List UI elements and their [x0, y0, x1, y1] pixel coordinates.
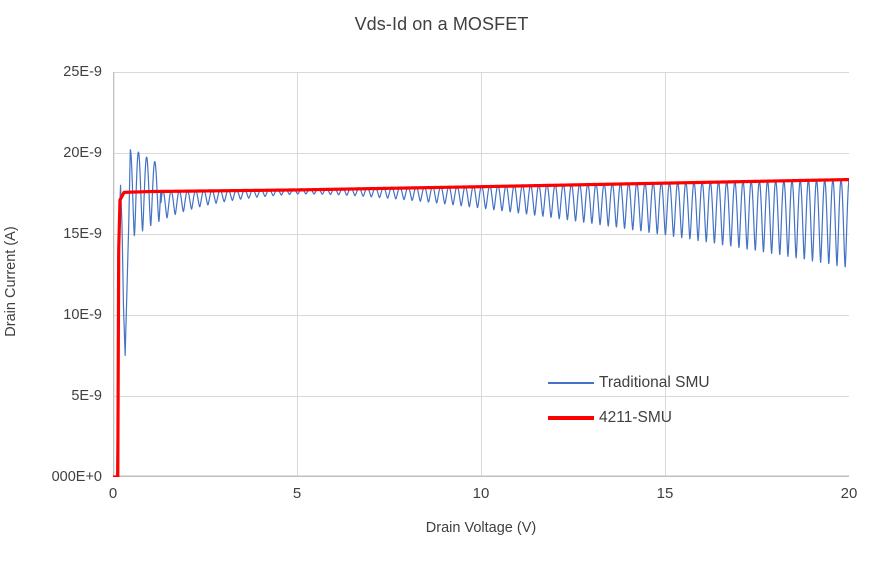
- y-tick-label: 5E-9: [71, 388, 102, 404]
- legend-swatch-icon: [548, 382, 594, 384]
- legend-label: Traditional SMU: [599, 374, 710, 391]
- legend-item[interactable]: Traditional SMU: [548, 374, 710, 392]
- x-tick-label: 0: [108, 485, 118, 502]
- plot-svg: [113, 72, 849, 477]
- chart-title: Vds-Id on a MOSFET: [354, 14, 529, 34]
- gridlines: [113, 72, 849, 477]
- y-tick-label: 15E-9: [63, 226, 102, 242]
- series-line-4211-smu: [113, 177, 849, 477]
- plot-area: [113, 72, 849, 477]
- y-tick-label: 10E-9: [63, 307, 102, 323]
- series-line-traditional-smu: [113, 149, 849, 477]
- legend-item[interactable]: 4211-SMU: [548, 409, 672, 427]
- y-tick-label: 25E-9: [63, 64, 102, 80]
- y-tick-label: 20E-9: [63, 145, 102, 161]
- x-tick-label: 20: [840, 485, 858, 502]
- legend-swatch-icon: [548, 416, 594, 420]
- axis-lines: [113, 72, 849, 477]
- x-tick-label: 15: [656, 485, 674, 502]
- x-tick-label: 10: [472, 485, 490, 502]
- legend-label: 4211-SMU: [599, 409, 672, 426]
- x-axis-title: Drain Voltage (V): [425, 520, 537, 536]
- y-tick-label: 000E+0: [51, 469, 102, 485]
- data-series: [113, 149, 849, 477]
- x-tick-label: 5: [292, 485, 302, 502]
